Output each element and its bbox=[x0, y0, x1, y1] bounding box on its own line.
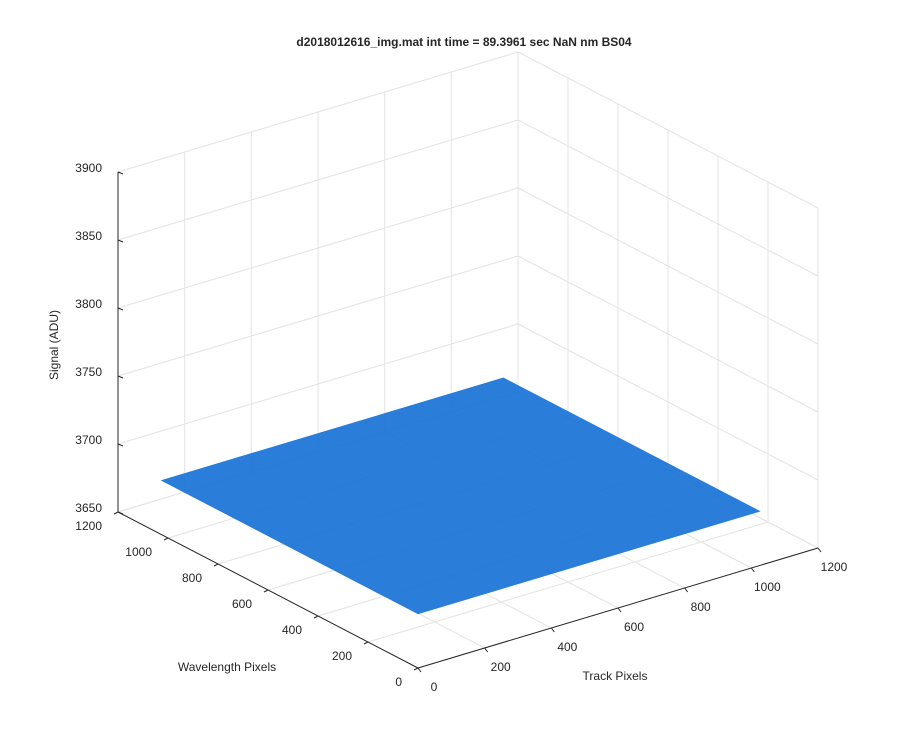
y-axis-title: Wavelength Pixels bbox=[178, 660, 276, 674]
x-tick-label: 600 bbox=[624, 620, 644, 634]
grid-line bbox=[117, 51, 519, 173]
y-tick-label: 1200 bbox=[75, 519, 102, 533]
y-tick-label: 200 bbox=[332, 649, 352, 663]
y-tick bbox=[113, 511, 119, 515]
y-tick-label: 800 bbox=[182, 571, 202, 585]
x-tick bbox=[750, 567, 755, 573]
x-tick-label: 1200 bbox=[821, 560, 848, 574]
z-tick bbox=[117, 307, 124, 311]
z-tick bbox=[117, 239, 124, 243]
z-tick-label: 3750 bbox=[75, 365, 102, 379]
x-tick-label: 800 bbox=[691, 600, 711, 614]
x-tick-label: 200 bbox=[491, 660, 511, 674]
z-tick bbox=[117, 511, 124, 515]
grid-line bbox=[117, 119, 519, 241]
grid-line bbox=[117, 323, 519, 445]
z-tick-label: 3850 bbox=[75, 229, 102, 243]
z-tick bbox=[117, 171, 124, 175]
x-tick-label: 0 bbox=[431, 680, 438, 694]
x-tick bbox=[617, 607, 622, 613]
y-tick bbox=[313, 615, 319, 619]
y-tick-label: 1000 bbox=[125, 545, 152, 559]
grid-line bbox=[517, 255, 819, 413]
grid-line bbox=[517, 119, 819, 277]
surface-cell bbox=[160, 377, 761, 615]
grid-line bbox=[517, 323, 819, 481]
x-tick bbox=[684, 587, 689, 593]
z-tick bbox=[117, 443, 124, 447]
grid-line bbox=[367, 521, 769, 643]
y-tick bbox=[363, 641, 369, 645]
grid-line bbox=[117, 255, 519, 377]
y-tick bbox=[413, 667, 419, 671]
x-tick-label: 400 bbox=[557, 640, 577, 654]
grid-line bbox=[517, 51, 819, 209]
x-tick bbox=[817, 547, 822, 553]
y-tick-label: 400 bbox=[282, 623, 302, 637]
z-tick-label: 3650 bbox=[75, 501, 102, 515]
z-tick-label: 3800 bbox=[75, 297, 102, 311]
x-tick-label: 1000 bbox=[754, 580, 781, 594]
grid-line bbox=[117, 187, 519, 309]
x-tick bbox=[484, 647, 489, 653]
grid-line bbox=[517, 187, 819, 345]
z-tick bbox=[117, 375, 124, 379]
x-tick bbox=[417, 667, 422, 673]
y-tick-label: 0 bbox=[395, 675, 402, 689]
z-axis-title: Signal (ADU) bbox=[47, 310, 61, 380]
y-tick bbox=[163, 537, 169, 541]
y-tick bbox=[263, 589, 269, 593]
z-tick-label: 3700 bbox=[75, 433, 102, 447]
chart-title: d2018012616_img.mat int time = 89.3961 s… bbox=[296, 35, 632, 49]
y-tick-label: 600 bbox=[232, 597, 252, 611]
y-tick bbox=[213, 563, 219, 567]
z-tick-label: 3900 bbox=[75, 161, 102, 175]
x-axis-title: Track Pixels bbox=[583, 669, 648, 683]
x-tick bbox=[550, 627, 555, 633]
